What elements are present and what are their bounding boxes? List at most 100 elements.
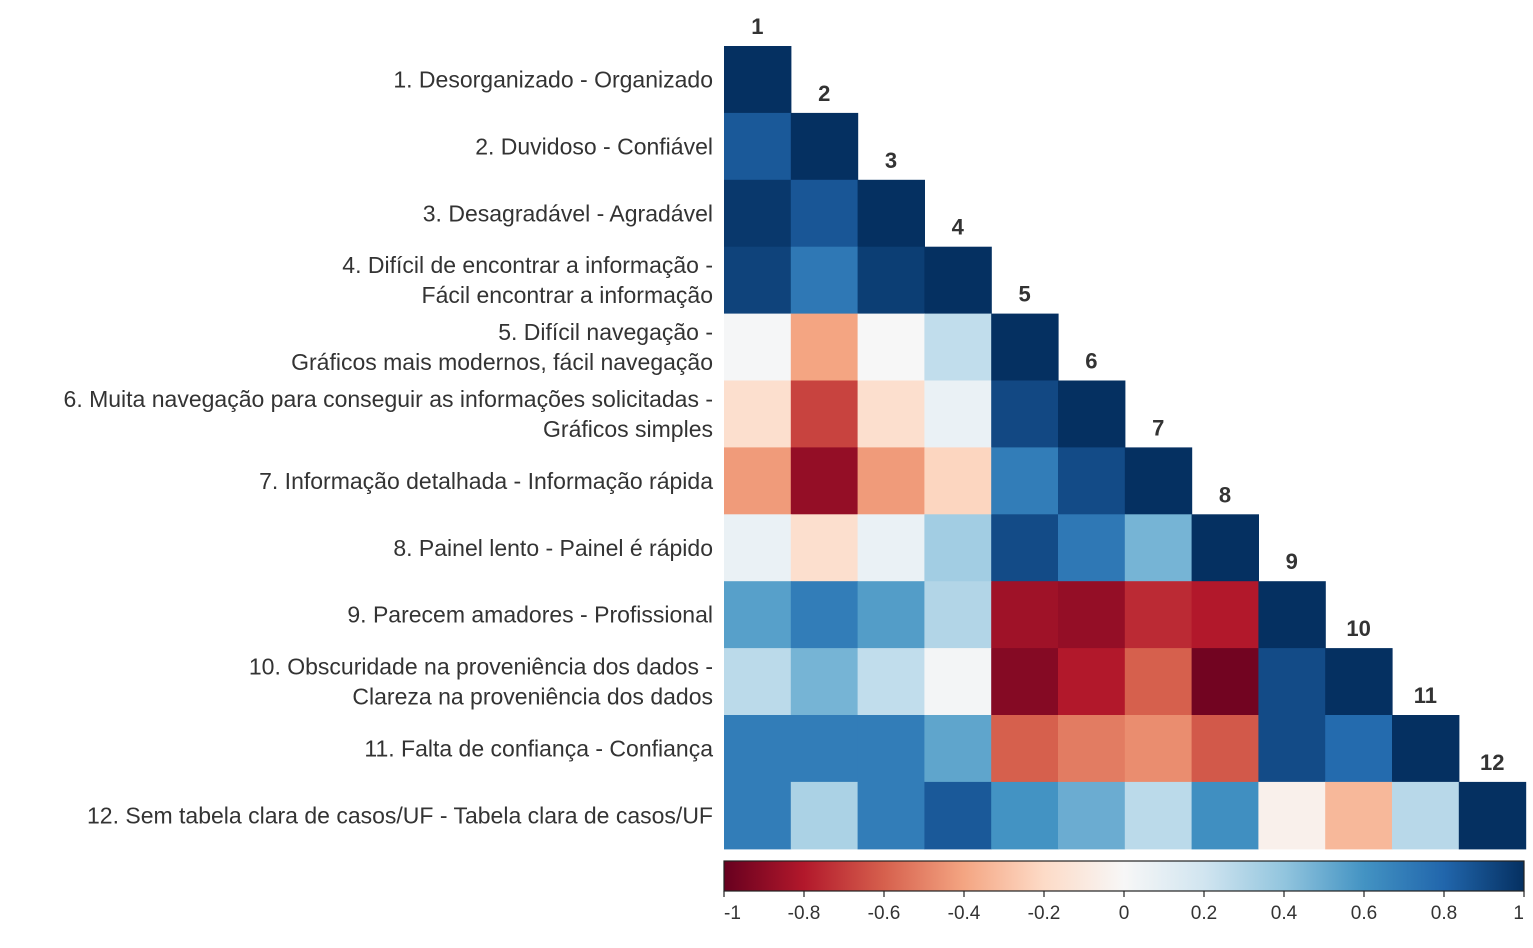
heatmap-cell-r12-c5	[991, 781, 1059, 850]
heatmap-cell-r12-c3	[857, 781, 925, 850]
heatmap-cell-r8-c8	[1191, 514, 1259, 582]
heatmap-cell-r12-c1	[724, 781, 792, 850]
colorbar-tick-label: -0.4	[948, 903, 981, 924]
colorbar-gradient	[723, 860, 1525, 892]
colorbar-tick-label: 0.8	[1431, 903, 1457, 924]
heatmap-cell-r8-c4	[924, 514, 992, 582]
heatmap-cell-r7-c2	[790, 447, 859, 515]
heatmap-cell-r4-c2	[790, 246, 859, 315]
row-label: 6. Muita navegação para conseguir as inf…	[64, 386, 713, 412]
heatmap-cell-r5-c5	[991, 313, 1059, 382]
heatmap-cell-r10-c7	[1124, 648, 1193, 716]
heatmap-cell-r8-c3	[857, 514, 925, 582]
heatmap-cell-r11-c1	[724, 715, 792, 783]
heatmap-cell-r9-c1	[724, 581, 792, 649]
heatmap-cell-r6-c5	[991, 380, 1059, 448]
heatmap-cell-r11-c6	[1058, 715, 1126, 783]
colorbar: -1 -0.8 -0.6 -0.4 -0.2 0 0.2 0.4 0.6 0.8 1	[723, 860, 1525, 924]
heatmap-cell-r11-c8	[1191, 715, 1259, 783]
heatmap-cell-r3-c1	[724, 179, 792, 248]
heatmap-cell-r3-c3	[857, 179, 925, 248]
heatmap-cell-r11-c5	[991, 715, 1059, 783]
heatmap-cell-r9-c6	[1058, 581, 1126, 649]
heatmap-cell-r5-c1	[724, 313, 792, 382]
heatmap-cell-r10-c3	[857, 648, 925, 716]
heatmap-cell-r4-c1	[724, 246, 792, 315]
heatmap-cells	[724, 46, 1527, 850]
heatmap-cell-r5-c4	[924, 313, 992, 382]
row-label: 11. Falta de confiança - Confiança	[364, 735, 713, 761]
heatmap-cell-r11-c7	[1124, 715, 1193, 783]
heatmap-cell-r8-c2	[790, 514, 859, 582]
heatmap-cell-r9-c2	[790, 581, 859, 649]
heatmap-cell-r5-c2	[790, 313, 859, 382]
row-label: 7. Informação detalhada - Informação ráp…	[259, 468, 713, 494]
heatmap-cell-r5-c3	[857, 313, 925, 382]
row-label: Gráficos mais modernos, fácil navegação	[291, 349, 713, 375]
heatmap-cell-r7-c5	[991, 447, 1059, 515]
heatmap-cell-r12-c2	[790, 781, 859, 850]
row-label: 12. Sem tabela clara de casos/UF - Tabel…	[87, 802, 713, 828]
row-label: Gráficos simples	[543, 416, 713, 442]
heatmap-cell-r12-c7	[1124, 781, 1193, 850]
row-label: 9. Parecem amadores - Profissional	[347, 602, 713, 628]
column-label: 5	[1018, 282, 1030, 307]
heatmap-cell-r3-c2	[790, 179, 859, 248]
row-label: 4. Difícil de encontrar a informação -	[342, 252, 713, 278]
heatmap-cell-r9-c3	[857, 581, 925, 649]
column-label: 11	[1414, 683, 1437, 708]
heatmap-cell-r7-c6	[1058, 447, 1126, 515]
column-label: 7	[1152, 415, 1164, 440]
heatmap-cell-r6-c4	[924, 380, 992, 448]
heatmap-cell-r11-c9	[1258, 715, 1326, 783]
heatmap-cell-r6-c6	[1058, 380, 1126, 448]
heatmap-cell-r10-c1	[724, 648, 792, 716]
heatmap-cell-r8-c1	[724, 514, 792, 582]
colorbar-tick-label: -0.6	[868, 903, 901, 924]
heatmap-cell-r12-c4	[924, 781, 992, 850]
heatmap-cell-r12-c9	[1258, 781, 1326, 850]
row-labels: 1. Desorganizado - Organizado 2. Duvidoso…	[64, 66, 714, 828]
heatmap-cell-r10-c4	[924, 648, 992, 716]
heatmap-cell-r7-c7	[1124, 447, 1193, 515]
heatmap-cell-r9-c5	[991, 581, 1059, 649]
column-label: 2	[818, 81, 830, 106]
column-label: 8	[1219, 482, 1231, 507]
heatmap-cell-r9-c7	[1124, 581, 1193, 649]
heatmap-cell-r11-c11	[1392, 715, 1460, 783]
heatmap-cell-r4-c3	[857, 246, 925, 315]
column-label: 12	[1480, 750, 1504, 775]
colorbar-tick-label: 0.4	[1271, 903, 1298, 924]
heatmap-cell-r9-c9	[1258, 581, 1326, 649]
heatmap-cell-r12-c12	[1458, 781, 1527, 850]
column-label: 6	[1085, 349, 1097, 374]
row-label: 5. Difícil navegação -	[498, 319, 713, 345]
heatmap-cell-r7-c3	[857, 447, 925, 515]
colorbar-tick-label: -0.2	[1028, 903, 1061, 924]
column-label: 4	[952, 215, 965, 240]
row-label: Fácil encontrar a informação	[422, 282, 713, 308]
heatmap-cell-r7-c1	[724, 447, 792, 515]
heatmap-cell-r8-c6	[1058, 514, 1126, 582]
row-label: 2. Duvidoso - Confiável	[475, 133, 713, 159]
row-label: 3. Desagradável - Agradável	[423, 200, 713, 226]
heatmap-cell-r8-c7	[1124, 514, 1193, 582]
heatmap-cell-r7-c4	[924, 447, 992, 515]
column-label: 9	[1286, 549, 1298, 574]
heatmap-cell-r12-c8	[1191, 781, 1259, 850]
heatmap-cell-r1-c1	[724, 46, 792, 114]
heatmap-cell-r11-c3	[857, 715, 925, 783]
colorbar-tick-label: 0.2	[1191, 903, 1217, 924]
heatmap-cell-r2-c1	[724, 112, 792, 181]
heatmap-cell-r6-c3	[857, 380, 925, 448]
row-label: 1. Desorganizado - Organizado	[393, 66, 713, 92]
row-label: 10. Obscuridade na proveniência dos dado…	[249, 654, 713, 680]
heatmap-cell-r12-c11	[1392, 781, 1460, 850]
heatmap-cell-r11-c2	[790, 715, 859, 783]
heatmap-cell-r6-c2	[790, 380, 859, 448]
heatmap-cell-r11-c4	[924, 715, 992, 783]
column-label: 1	[751, 14, 763, 39]
heatmap-cell-r12-c10	[1325, 781, 1393, 850]
